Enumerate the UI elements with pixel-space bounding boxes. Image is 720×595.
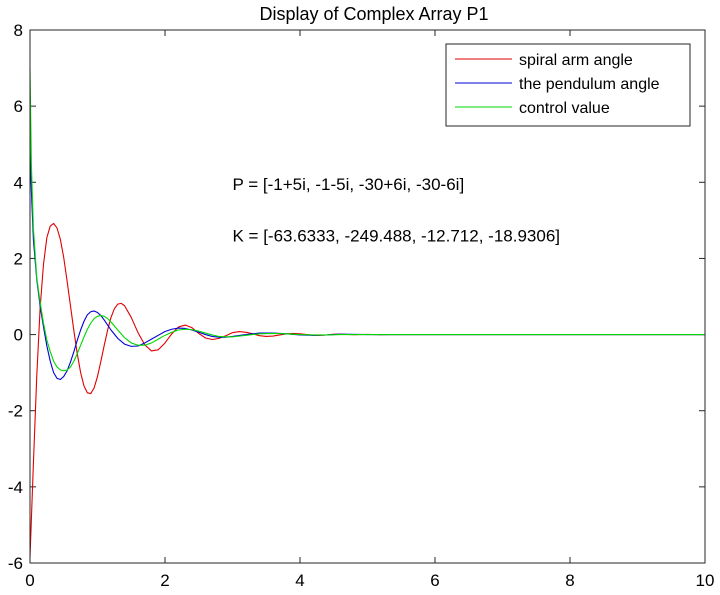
annotation-text: K = [-63.6333, -249.488, -12.712, -18.93… xyxy=(233,226,561,245)
y-tick-label: -2 xyxy=(8,402,23,421)
annotation-text: P = [-1+5i, -1-5i, -30+6i, -30-6i] xyxy=(233,175,465,194)
x-tick-label: 8 xyxy=(565,571,574,590)
x-tick-label: 6 xyxy=(430,571,439,590)
y-tick-label: -4 xyxy=(8,478,23,497)
y-tick-label: 6 xyxy=(14,97,23,116)
legend-label: the pendulum angle xyxy=(519,76,660,93)
y-tick-label: 0 xyxy=(14,326,23,345)
plot-frame xyxy=(29,29,706,564)
x-tick-label: 4 xyxy=(295,571,304,590)
legend-label: spiral arm angle xyxy=(519,52,633,69)
y-tick-label: -6 xyxy=(8,554,23,573)
legend-box xyxy=(445,43,691,127)
y-tick-label: 4 xyxy=(14,173,23,192)
y-tick-label: 2 xyxy=(14,249,23,268)
y-tick-label: 8 xyxy=(14,21,23,40)
legend-label: control value xyxy=(519,100,610,117)
x-tick-label: 0 xyxy=(25,571,34,590)
x-tick-label: 10 xyxy=(696,571,715,590)
x-tick-label: 2 xyxy=(160,571,169,590)
legend: spiral arm angle the pendulum angle contro… xyxy=(445,43,691,127)
x-axis-ticks: 0 2 4 6 8 10 xyxy=(25,30,714,590)
series-lines xyxy=(29,68,705,558)
chart-title: Display of Complex Array P1 xyxy=(259,4,488,24)
series-line-control-value xyxy=(29,68,705,372)
annotations: P = [-1+5i, -1-5i, -30+6i, -30-6i] K = [-… xyxy=(233,175,561,245)
